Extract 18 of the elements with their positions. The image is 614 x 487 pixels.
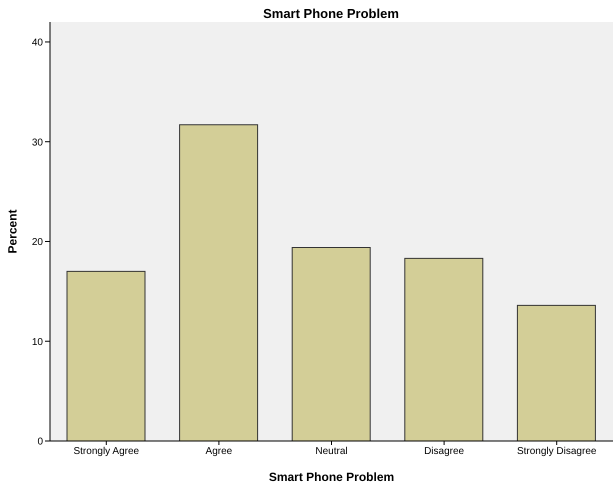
y-axis-title: Percent bbox=[5, 209, 20, 254]
x-axis-title: Smart Phone Problem bbox=[268, 470, 394, 484]
y-tick-label: 0 bbox=[37, 436, 44, 448]
x-tick-label: Neutral bbox=[315, 446, 348, 458]
x-tick-label: Strongly Agree bbox=[73, 446, 140, 458]
x-tick-label: Strongly Disagree bbox=[516, 446, 597, 458]
y-tick-label: 30 bbox=[32, 137, 44, 148]
bar bbox=[66, 270, 146, 441]
bar bbox=[292, 246, 371, 441]
x-tick-label: Disagree bbox=[424, 446, 465, 458]
y-tick-label: 40 bbox=[32, 38, 44, 48]
chart-title: Smart Phone Problem bbox=[262, 6, 400, 21]
bar bbox=[179, 124, 258, 441]
y-tick-label: 20 bbox=[32, 237, 44, 248]
bar bbox=[404, 258, 484, 441]
x-tick-label: Agree bbox=[206, 446, 233, 458]
bar bbox=[516, 304, 596, 441]
y-tick-label: 10 bbox=[32, 336, 44, 348]
